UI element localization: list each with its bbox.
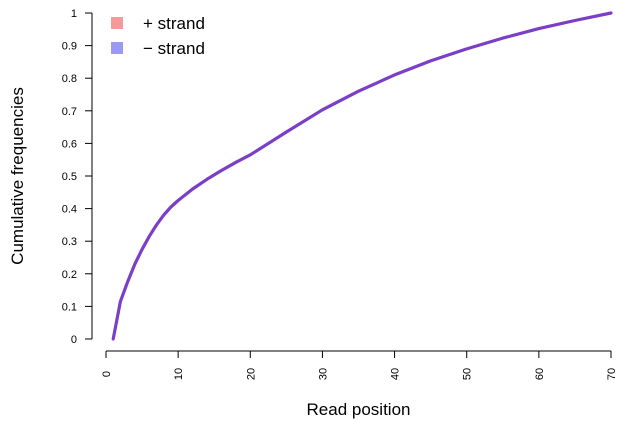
legend-label: + strand: [143, 14, 205, 33]
x-tick-label: 30: [317, 368, 329, 380]
y-tick-label: 1: [71, 8, 77, 20]
legend-swatch: [111, 42, 123, 54]
y-tick-label: 0: [71, 334, 77, 346]
legend-label: − strand: [143, 39, 205, 58]
x-tick-label: 0: [101, 371, 113, 377]
y-axis: 0 0.1 0.2 0.3 0.4 0.5 0.6 0.7 0.8 0.9 1: [62, 8, 93, 346]
plot-area: [111, 11, 613, 341]
y-tick-label: 0.1: [62, 301, 77, 313]
x-tick-label: 40: [390, 368, 402, 380]
y-axis-title: Cumulative frequencies: [8, 87, 27, 265]
y-tick-label: 0.7: [62, 106, 77, 118]
x-tick-label: 50: [462, 368, 474, 380]
x-tick-label: 70: [606, 368, 617, 380]
y-tick-label: 0.8: [62, 73, 77, 85]
x-axis: 0 10 20 30 40 50 60 70: [101, 350, 617, 380]
legend: + strand − strand: [111, 14, 205, 58]
y-tick-label: 0.5: [62, 171, 77, 183]
x-tick-label: 20: [245, 368, 257, 380]
y-tick-label: 0.4: [62, 204, 77, 216]
y-tick-label: 0.9: [62, 41, 77, 53]
x-tick-label: 10: [173, 368, 185, 380]
y-tick-label: 0.2: [62, 269, 77, 281]
y-tick-label: 0.3: [62, 236, 77, 248]
x-axis-title: Read position: [307, 400, 411, 419]
series-line-0: [111, 11, 613, 341]
y-tick-label: 0.6: [62, 138, 77, 150]
legend-swatch: [111, 17, 123, 29]
x-tick-label: 60: [534, 368, 546, 380]
